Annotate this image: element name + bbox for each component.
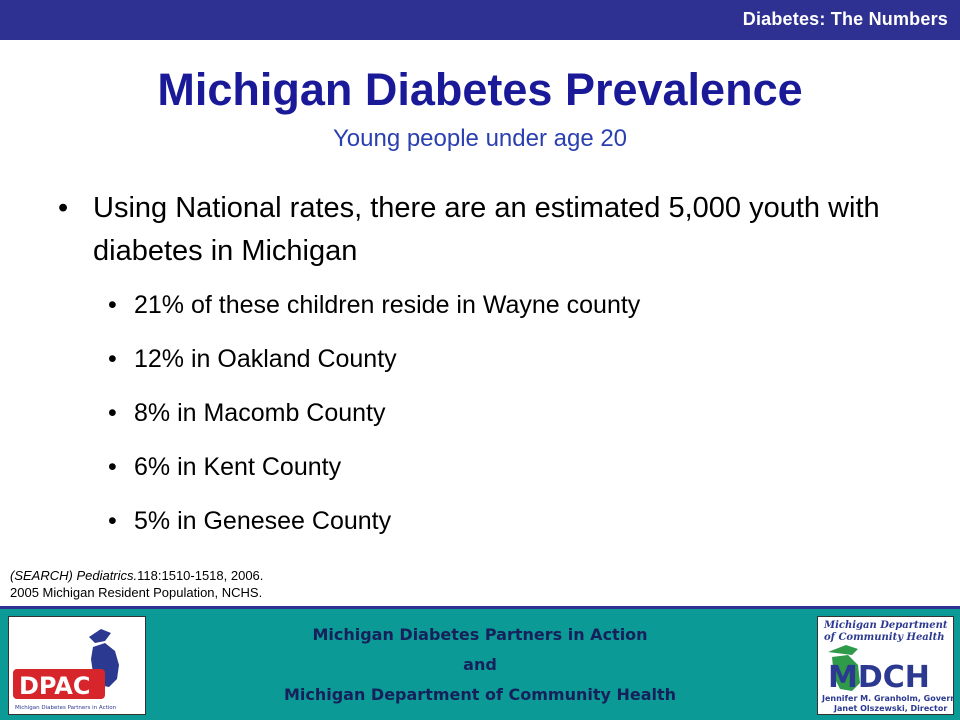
bullet-dot: • xyxy=(108,453,117,481)
footer-divider xyxy=(0,606,960,609)
list-item-text: 5% in Genesee County xyxy=(134,507,392,535)
footer-line-2: and xyxy=(463,655,497,674)
citation-line-2: 2005 Michigan Resident Population, NCHS. xyxy=(10,585,263,600)
list-item-text: 12% in Oakland County xyxy=(134,345,397,373)
list-item-text: 8% in Macomb County xyxy=(134,399,386,427)
footer-line-3: Michigan Department of Community Health xyxy=(283,685,677,704)
bullet-dot: • xyxy=(108,345,117,373)
bullet-dot: • xyxy=(108,507,117,535)
mdch-header-line-1: Michigan Department xyxy=(823,620,948,631)
dpac-logo-tagline: Michigan Diabetes Partners in Action xyxy=(15,705,117,711)
list-item: • 12% in Oakland County xyxy=(108,337,928,391)
citation-line-1: (SEARCH) Pediatrics.118:1510-1518, 2006. xyxy=(10,567,610,584)
citation: (SEARCH) Pediatrics.118:1510-1518, 2006.… xyxy=(10,567,610,601)
bullet-dot: • xyxy=(108,399,117,427)
mdch-header-line-2: of Community Health xyxy=(824,632,944,643)
slide-title: Michigan Diabetes Prevalence xyxy=(157,64,803,115)
list-item-text: 21% of these children reside in Wayne co… xyxy=(134,291,641,319)
list-item: • 6% in Kent County xyxy=(108,445,928,499)
mdch-logo: Michigan Department of Community Health … xyxy=(817,616,960,715)
dpac-logo: DPAC Michigan Diabetes Partners in Actio… xyxy=(8,616,146,715)
bullet-dot: • xyxy=(108,291,117,319)
list-item: • 21% of these children reside in Wayne … xyxy=(108,283,928,337)
main-bullet-text: Using National rates, there are an estim… xyxy=(93,192,880,267)
mdch-logo-graphic: Michigan Department of Community Health … xyxy=(821,620,960,713)
list-item: • 5% in Genesee County xyxy=(108,499,928,553)
mdch-caption-line-2: Janet Olszewski, Director xyxy=(833,704,947,713)
dpac-logo-text: DPAC xyxy=(19,672,91,700)
mdch-caption-line-1: Jennifer M. Granholm, Governor xyxy=(821,694,953,703)
dpac-logo-graphic: DPAC Michigan Diabetes Partners in Actio… xyxy=(13,619,119,711)
citation-journal: (SEARCH) Pediatrics. xyxy=(10,568,138,583)
citation-reference: 118:1510-1518, 2006. xyxy=(137,568,264,583)
section-title: Diabetes: The Numbers xyxy=(742,9,948,29)
slide-subtitle: Young people under age 20 xyxy=(332,125,628,152)
footer-line-1: Michigan Diabetes Partners in Action xyxy=(312,625,648,644)
mdch-logo-text: MDCH xyxy=(828,660,930,695)
list-item: • 8% in Macomb County xyxy=(108,391,928,445)
list-item-text: 6% in Kent County xyxy=(134,453,342,481)
county-list: • 21% of these children reside in Wayne … xyxy=(108,283,928,553)
header-bar: Diabetes: The Numbers xyxy=(0,0,960,40)
footer-bar: Michigan Diabetes Partners in Action and… xyxy=(0,609,960,720)
bullet-dot: • xyxy=(58,192,69,224)
